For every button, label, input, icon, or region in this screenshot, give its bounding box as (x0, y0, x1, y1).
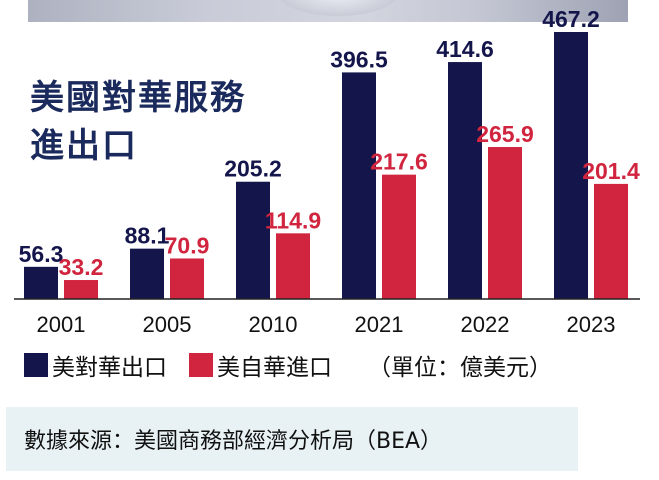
legend-swatch-exports (24, 353, 48, 377)
x-tick-label-2022: 2022 (461, 312, 510, 337)
bar-export-2005 (130, 248, 164, 299)
legend: 美對華出口 美自華進口 （單位：億美元） (24, 348, 552, 382)
data-label-import-2010: 114.9 (265, 207, 321, 233)
bar-import-2005 (170, 258, 204, 299)
legend-label-exports: 美對華出口 (52, 355, 167, 381)
header-photo-strip (28, 0, 628, 22)
legend-swatch-imports (189, 353, 213, 377)
data-label-import-2001: 33.2 (59, 254, 104, 280)
x-tick-label-2021: 2021 (355, 312, 404, 337)
data-label-export-2001: 56.3 (19, 241, 64, 267)
bar-export-2022 (448, 62, 482, 299)
x-tick-label-2005: 2005 (143, 312, 192, 337)
bar-export-2001 (24, 266, 58, 299)
legend-item-imports: 美自華進口 (189, 348, 332, 382)
data-label-import-2021: 217.6 (370, 149, 428, 175)
bar-import-2010 (276, 233, 310, 299)
data-label-import-2022: 265.9 (476, 121, 534, 147)
bar-export-2021 (342, 72, 376, 299)
data-label-export-2005: 88.1 (125, 223, 170, 249)
bar-chart: 56.333.2 2001 88.170.9 2005 205.2 114.9 2010 39… (14, 6, 640, 337)
bar-import-2023 (594, 183, 628, 299)
legend-item-exports: 美對華出口 (24, 348, 167, 382)
source-box: 數據來源：美國商務部經濟分析局（BEA） (6, 407, 578, 471)
bar-export-2010 (236, 181, 270, 299)
x-tick-label-2010: 2010 (249, 312, 298, 337)
chart-title: 美國對華服務 進出口 (30, 74, 246, 170)
source-text: 數據來源：美國商務部經濟分析局（BEA） (24, 429, 443, 454)
unit-note: （單位：億美元） (368, 355, 552, 381)
data-label-export-2022: 414.6 (436, 36, 494, 62)
x-tick-label-2001: 2001 (37, 312, 86, 337)
bar-import-2001 (64, 280, 98, 299)
bar-export-2023 (554, 32, 588, 299)
decorative-photo (278, 0, 398, 16)
data-label-import-2023: 201.4 (582, 158, 640, 184)
legend-label-imports: 美自華進口 (217, 355, 332, 381)
data-label-export-2021: 396.5 (330, 46, 388, 72)
bar-import-2022 (488, 147, 522, 299)
chart-title-line-1: 美國對華服務 (30, 78, 246, 118)
data-label-export-2023: 467.2 (542, 6, 600, 32)
bar-import-2021 (382, 174, 416, 299)
data-label-export-2010: 205.2 (224, 156, 282, 182)
x-tick-label-2023: 2023 (567, 312, 616, 337)
data-label-import-2005: 70.9 (165, 232, 210, 258)
chart-title-line-2: 進出口 (30, 126, 138, 166)
